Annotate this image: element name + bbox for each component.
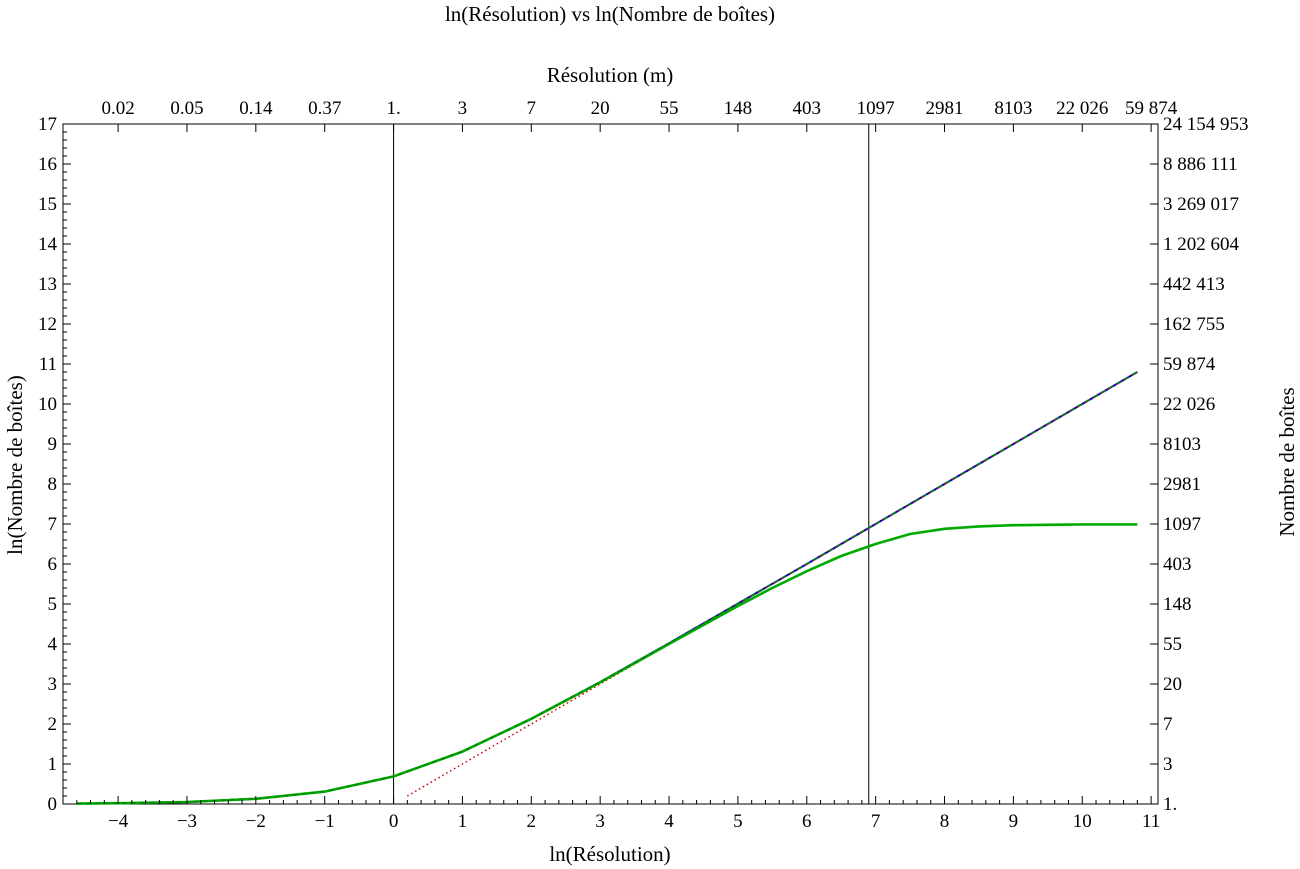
right-tick-label: 22 026 [1163, 394, 1215, 415]
y-tick-label: 8 [48, 474, 58, 495]
right-tick-label: 8 886 111 [1163, 154, 1238, 175]
top-tick-label: 59 874 [1125, 98, 1178, 119]
x-axis-title: ln(Résolution) [549, 842, 670, 866]
y-tick-label: 16 [38, 154, 57, 175]
right-tick-label: 24 154 953 [1163, 114, 1249, 135]
vertical-reference-lines [393, 124, 870, 804]
right-tick-label: 442 413 [1163, 274, 1225, 295]
x-tick-label: 0 [389, 811, 399, 832]
x-tick-label: 1 [458, 811, 468, 832]
right-tick-label: 1. [1163, 794, 1177, 815]
top-tick-label: 1097 [857, 98, 895, 119]
x-tick-label: 5 [733, 811, 743, 832]
series-line-3 [76, 371, 1138, 805]
x-tick-label: −1 [315, 811, 335, 832]
x-tick-label: 9 [1009, 811, 1019, 832]
y-tick-label: 14 [38, 234, 58, 255]
top-tick-label: 22 026 [1056, 98, 1108, 119]
top-tick-label: 20 [591, 98, 610, 119]
y-tick-label: 6 [48, 554, 58, 575]
x-tick-label: 10 [1073, 811, 1092, 832]
top-tick-label: 55 [660, 98, 679, 119]
right-tick-label: 162 755 [1163, 314, 1225, 335]
chart-title: ln(Résolution) vs ln(Nombre de boîtes) [445, 2, 775, 26]
x-tick-label: 11 [1142, 811, 1160, 832]
top-tick-label: 1. [386, 98, 400, 119]
y-tick-label: 10 [38, 394, 57, 415]
x-tick-label: 4 [664, 811, 674, 832]
top-tick-label: 0.14 [239, 98, 273, 119]
right-tick-label: 148 [1163, 594, 1192, 615]
top-tick-label: 8103 [994, 98, 1032, 119]
right-tick-label: 20 [1163, 674, 1182, 695]
y-tick-label: 13 [38, 274, 57, 295]
right-tick-label: 2981 [1163, 474, 1201, 495]
right-tick-label: 3 [1163, 754, 1173, 775]
y-tick-label: 17 [38, 114, 57, 135]
right-tick-label: 403 [1163, 554, 1192, 575]
top-axis-title: Résolution (m) [547, 63, 674, 87]
right-tick-label: 1 202 604 [1163, 234, 1240, 255]
top-tick-label: 0.02 [101, 98, 134, 119]
right-tick-label: 7 [1163, 714, 1173, 735]
y-tick-label: 11 [39, 354, 57, 375]
y-tick-label: 4 [48, 634, 58, 655]
top-tick-label: 0.05 [170, 98, 203, 119]
right-tick-label: 55 [1163, 634, 1182, 655]
y-tick-label: 12 [38, 314, 57, 335]
top-tick-label: 3 [458, 98, 468, 119]
y-tick-label: 5 [48, 594, 58, 615]
x-tick-label: 8 [940, 811, 950, 832]
x-tick-label: −2 [246, 811, 266, 832]
right-tick-label: 3 269 017 [1163, 194, 1239, 215]
right-axis-title: Nombre de boîtes [1275, 387, 1299, 536]
y-tick-label: 3 [48, 674, 58, 695]
series-line-2 [76, 523, 1138, 805]
right-tick-label: 1097 [1163, 514, 1201, 535]
top-tick-label: 403 [793, 98, 822, 119]
top-tick-label: 148 [724, 98, 753, 119]
x-tick-label: −3 [177, 811, 197, 832]
plot-frame [62, 123, 1159, 805]
y-axis-title: ln(Nombre de boîtes) [3, 375, 27, 555]
y-tick-label: 0 [48, 794, 58, 815]
x-tick-label: 7 [871, 811, 881, 832]
top-tick-label: 7 [527, 98, 537, 119]
y-tick-label: 15 [38, 194, 57, 215]
plot-border [62, 123, 1159, 805]
series-line-0 [76, 371, 1138, 805]
y-tick-label: 2 [48, 714, 58, 735]
right-tick-label: 8103 [1163, 434, 1201, 455]
y-tick-label: 7 [48, 514, 58, 535]
top-tick-label: 2981 [926, 98, 964, 119]
top-tick-label: 0.37 [308, 98, 341, 119]
right-tick-label: 59 874 [1163, 354, 1216, 375]
series-layer [76, 371, 1138, 805]
x-tick-label: 6 [802, 811, 812, 832]
y-tick-label: 9 [48, 434, 58, 455]
x-tick-label: 2 [527, 811, 537, 832]
ticks-layer: −4 −3 −2 −1 0 1 2 3 4 5 6 7 8 9 10 110.02 0.05 0.14 0.37 1.… [38, 98, 1249, 832]
x-tick-label: 3 [595, 811, 605, 832]
y-tick-label: 1 [48, 754, 58, 775]
x-tick-label: −4 [108, 811, 129, 832]
